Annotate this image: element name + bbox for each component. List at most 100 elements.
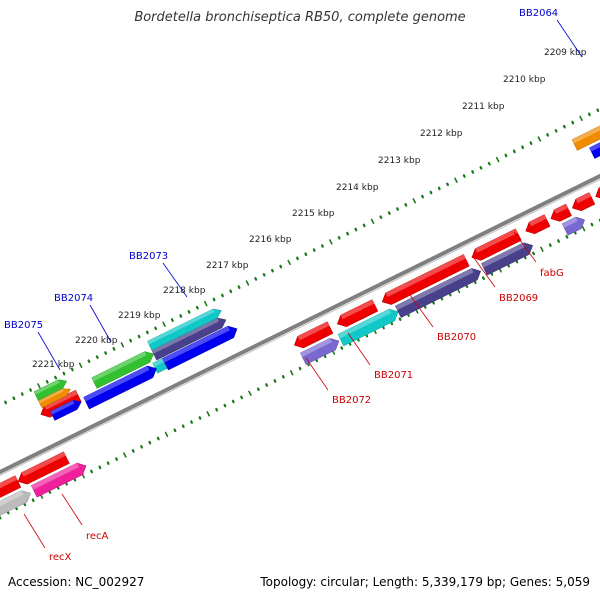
outer-scale-track-minor-tick bbox=[229, 289, 233, 294]
gene-label-inner: BB2070 bbox=[409, 294, 476, 343]
outer-scale-track-minor-tick bbox=[437, 186, 441, 191]
svg-text:BB2075: BB2075 bbox=[4, 320, 43, 331]
inner-scale-track-minor-tick bbox=[190, 420, 193, 424]
inner-scale-track-minor-tick bbox=[306, 362, 310, 367]
outer-scale-track-minor-tick bbox=[479, 166, 483, 170]
gene-feature bbox=[337, 308, 399, 347]
inner-scale-track-minor-tick bbox=[148, 440, 152, 445]
inner-scale-track-minor-tick bbox=[340, 346, 344, 350]
inner-scale-track-minor-tick bbox=[173, 428, 177, 433]
outer-scale-track-minor-tick bbox=[145, 330, 149, 335]
inner-scale-track-major-tick bbox=[164, 431, 169, 438]
gene-feature bbox=[38, 388, 72, 409]
gene-label-outer: BB2075 bbox=[4, 320, 61, 371]
scale-label: 2210 kbp bbox=[503, 75, 546, 85]
gene-label-inner: BB2069 bbox=[473, 257, 538, 304]
inner-scale-track-minor-tick bbox=[215, 407, 219, 412]
outer-scale-track-major-tick bbox=[120, 342, 125, 348]
gene-feature bbox=[91, 351, 154, 389]
outer-scale-track-major-tick bbox=[204, 300, 208, 307]
outer-scale-track-minor-tick bbox=[304, 252, 308, 256]
scale-label: 2219 kbp bbox=[118, 311, 161, 321]
gene-feature bbox=[525, 214, 551, 235]
outer-scale-track-minor-tick bbox=[271, 268, 274, 273]
outer-scale-track-major-tick bbox=[537, 136, 542, 142]
svg-text:BB2064: BB2064 bbox=[519, 8, 558, 19]
inner-scale-track-minor-tick bbox=[407, 313, 410, 317]
outer-scale-track-minor-tick bbox=[421, 194, 424, 199]
gene-feature bbox=[299, 338, 340, 365]
svg-text:BB2069: BB2069 bbox=[499, 293, 538, 304]
gene-feature bbox=[0, 490, 31, 516]
outer-scale-track-minor-tick bbox=[187, 310, 191, 314]
inner-scale-track-minor-tick bbox=[265, 383, 269, 387]
inner-scale-track-minor-tick bbox=[482, 276, 485, 280]
gene-label-outer: BB2074 bbox=[54, 293, 112, 343]
outer-scale-track-minor-tick bbox=[29, 388, 32, 392]
inner-scale-track-minor-tick bbox=[140, 445, 143, 449]
inner-scale-track-minor-tick bbox=[523, 255, 527, 260]
inner-scale-track-minor-tick bbox=[6, 510, 10, 515]
inner-scale-track-minor-tick bbox=[390, 321, 394, 326]
gene-feature bbox=[50, 400, 82, 421]
gene-feature bbox=[30, 462, 87, 498]
gene-feature bbox=[162, 325, 238, 371]
scale-label: 2211 kbp bbox=[462, 102, 505, 112]
gene-feature bbox=[481, 242, 534, 276]
gene-label-inner: fabG bbox=[513, 231, 564, 279]
outer-scale-track-minor-tick bbox=[129, 338, 133, 343]
inner-scale-track-minor-tick bbox=[198, 416, 202, 420]
outer-scale-track-major-tick bbox=[329, 239, 333, 245]
inner-scale-track-minor-tick bbox=[181, 424, 185, 428]
inner-scale-track-minor-tick bbox=[423, 305, 427, 309]
gene-label-outer: BB2073 bbox=[129, 251, 188, 298]
svg-text:fabG: fabG bbox=[540, 268, 564, 279]
inner-scale-track-major-tick bbox=[540, 246, 544, 252]
outer-scale-track-minor-tick bbox=[170, 318, 174, 322]
inner-scale-track-minor-tick bbox=[73, 477, 77, 482]
gene-labels: 2209 kbp 2210 kbp 2211 kbp 2212 kbp 2213 kbp… bbox=[4, 8, 587, 563]
gene-features bbox=[0, 125, 600, 516]
inner-scale-track-minor-tick bbox=[440, 296, 444, 301]
outer-scale-track-minor-tick bbox=[221, 293, 224, 298]
outer-scale-track-minor-tick bbox=[321, 244, 324, 248]
outer-scale-track-minor-tick bbox=[471, 170, 475, 174]
outer-scale-track-minor-tick bbox=[396, 207, 399, 211]
inner-scale-track-major-tick bbox=[206, 411, 210, 417]
inner-scale-track-minor-tick bbox=[432, 300, 435, 305]
outer-scale-track-minor-tick bbox=[337, 236, 341, 240]
outer-scale-track-minor-tick bbox=[504, 153, 508, 158]
inner-scale-track-minor-tick bbox=[98, 465, 102, 470]
outer-scale-track-minor-tick bbox=[562, 124, 566, 129]
outer-scale-track-minor-tick bbox=[346, 231, 349, 236]
inner-scale-track-minor-tick bbox=[515, 259, 519, 264]
inner-scale-track-minor-tick bbox=[507, 263, 510, 268]
gene-feature bbox=[0, 475, 22, 498]
outer-scale-track-minor-tick bbox=[387, 211, 391, 215]
inner-scale-track-minor-tick bbox=[356, 338, 360, 342]
inner-scale-track-minor-tick bbox=[131, 449, 135, 453]
inner-scale-track-minor-tick bbox=[348, 342, 352, 346]
inner-scale-track-minor-tick bbox=[281, 375, 285, 379]
inner-scale-track-minor-tick bbox=[223, 403, 227, 408]
svg-text:BB2072: BB2072 bbox=[332, 395, 371, 406]
gene-feature bbox=[336, 299, 379, 327]
outer-scale-track-minor-tick bbox=[54, 375, 58, 380]
inner-scale-track-minor-tick bbox=[382, 325, 385, 330]
genome-backbone bbox=[0, 173, 600, 477]
inner-scale-track-minor-tick bbox=[90, 469, 94, 474]
scale-label: 2216 kbp bbox=[249, 235, 292, 245]
inner-scale-track-minor-tick bbox=[573, 231, 577, 235]
backbone-shadow bbox=[0, 178, 600, 477]
outer-scale-track-minor-tick bbox=[112, 347, 116, 351]
outer-scale-track-major-tick bbox=[287, 259, 291, 266]
outer-scale-track-minor-tick bbox=[262, 273, 266, 277]
outer-scale-track-minor-tick bbox=[137, 334, 141, 339]
inner-scale-track-minor-tick bbox=[31, 498, 35, 503]
outer-scale-track-minor-tick bbox=[529, 141, 533, 145]
gene-feature bbox=[33, 379, 68, 402]
inner-scale-track-minor-tick bbox=[56, 486, 60, 490]
outer-scale-track-minor-tick bbox=[546, 133, 550, 137]
inner-scale-track-major-tick bbox=[0, 515, 2, 520]
